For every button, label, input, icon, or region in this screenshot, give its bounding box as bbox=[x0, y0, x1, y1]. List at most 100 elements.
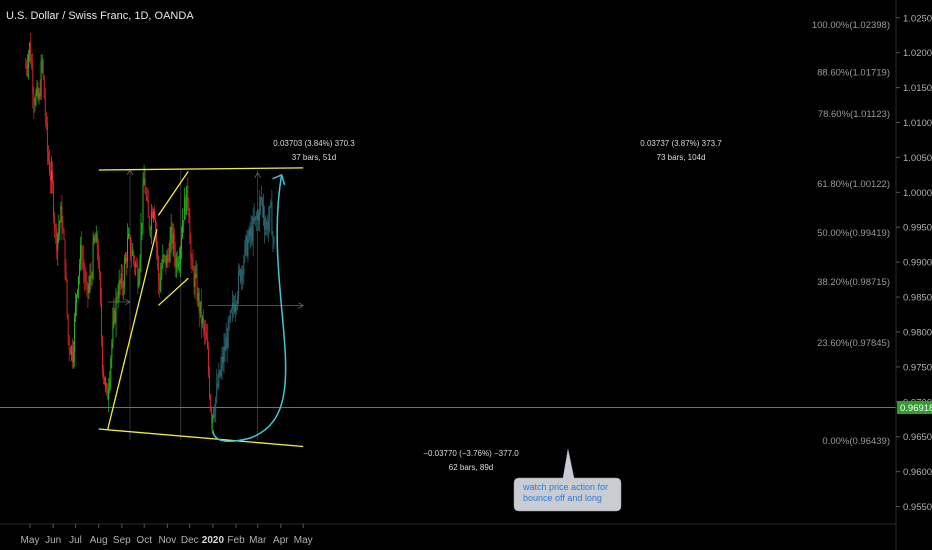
current-price-label: 0.96918 bbox=[900, 403, 932, 414]
candle-body bbox=[115, 296, 117, 323]
time-tick-label: Jul bbox=[69, 535, 82, 546]
candle bbox=[120, 263, 122, 290]
candle bbox=[160, 263, 162, 293]
candle-body bbox=[248, 228, 250, 241]
candle bbox=[177, 255, 179, 271]
candle-body bbox=[185, 197, 187, 215]
projected-candle bbox=[216, 368, 218, 404]
time-axis[interactable]: May Jun Jul Aug Sep Oct Nov Dec 2020 Feb Mar Apr May bbox=[21, 524, 313, 546]
candle bbox=[193, 265, 195, 295]
candle-body bbox=[132, 251, 134, 256]
candle bbox=[149, 225, 151, 239]
candle-body bbox=[27, 67, 29, 69]
candle-body bbox=[225, 337, 227, 351]
projected-candle bbox=[245, 234, 247, 256]
projected-candle bbox=[239, 264, 241, 276]
trendline bbox=[157, 171, 189, 216]
price-tick-label: 1.02000 bbox=[903, 48, 932, 59]
candle-body bbox=[42, 60, 44, 77]
candle-body bbox=[94, 237, 96, 243]
projected-candle bbox=[258, 190, 260, 232]
candle bbox=[159, 272, 161, 298]
candle-body bbox=[158, 258, 160, 283]
candle bbox=[132, 242, 134, 257]
candle bbox=[117, 283, 119, 309]
candle-body bbox=[177, 263, 179, 267]
candle bbox=[146, 187, 148, 202]
candle-body bbox=[251, 227, 253, 242]
candle-body bbox=[192, 259, 194, 271]
candle-body bbox=[213, 408, 215, 417]
candle bbox=[34, 97, 36, 113]
candle-body bbox=[129, 233, 130, 237]
candle-body bbox=[150, 212, 152, 230]
candle-body bbox=[271, 202, 273, 236]
candle-body bbox=[122, 286, 124, 288]
candle-body bbox=[241, 269, 243, 282]
candle-body bbox=[91, 277, 93, 279]
candle bbox=[183, 220, 185, 233]
candle-body bbox=[266, 222, 268, 229]
time-tick-label: Jun bbox=[45, 535, 61, 546]
candle-body bbox=[81, 244, 83, 260]
candle-body bbox=[92, 241, 94, 278]
candle bbox=[171, 221, 173, 250]
projection-arc bbox=[212, 174, 287, 443]
price-axis[interactable]: 1.02500 1.02000 1.01500 1.01000 1.00500 1.000… bbox=[896, 13, 932, 513]
candle bbox=[108, 377, 110, 413]
candle-body bbox=[57, 233, 59, 251]
projected-candle bbox=[217, 373, 219, 389]
candle-body bbox=[223, 346, 225, 363]
candle bbox=[81, 230, 83, 270]
candle bbox=[164, 254, 166, 263]
candle bbox=[37, 81, 39, 102]
candle bbox=[69, 346, 71, 355]
measurement-value-label: 0.03703 (3.84%) 370.3 bbox=[273, 139, 355, 148]
projected-candle bbox=[221, 346, 223, 380]
candle-body bbox=[55, 227, 57, 229]
projected-candle bbox=[263, 193, 265, 227]
callout-line-2: bounce off and long bbox=[523, 493, 602, 503]
candle-body bbox=[190, 243, 192, 259]
candle bbox=[175, 252, 177, 278]
candle-body bbox=[197, 292, 199, 302]
candle bbox=[208, 341, 210, 379]
candle-body bbox=[175, 257, 177, 269]
projected-candle bbox=[243, 254, 245, 285]
candle-body bbox=[200, 301, 202, 324]
fib-level-label: 50.00%(0.99419) bbox=[817, 228, 890, 239]
fib-level-label: 61.80%(1.00122) bbox=[817, 179, 890, 190]
candle bbox=[126, 223, 128, 269]
candle bbox=[71, 338, 73, 369]
candle-body bbox=[80, 244, 82, 265]
candle bbox=[102, 335, 103, 379]
candle bbox=[86, 271, 88, 297]
projected-candle bbox=[273, 236, 275, 249]
projected-candle bbox=[257, 209, 259, 231]
candle bbox=[194, 265, 196, 299]
candle-body bbox=[160, 276, 162, 292]
candle-body bbox=[176, 257, 178, 267]
projected-candle bbox=[225, 322, 227, 351]
candle-body bbox=[231, 302, 233, 310]
candle bbox=[70, 344, 72, 362]
candle-body bbox=[106, 383, 108, 390]
candle-body bbox=[246, 235, 248, 256]
candle-body bbox=[240, 270, 242, 282]
candle bbox=[131, 240, 133, 268]
candle-body bbox=[25, 66, 26, 68]
candle bbox=[91, 271, 93, 286]
candle-body bbox=[208, 348, 210, 373]
candle-body bbox=[159, 282, 161, 292]
projected-candle bbox=[226, 327, 228, 363]
candle-body bbox=[61, 205, 63, 230]
candle-body bbox=[47, 151, 49, 161]
candle-body bbox=[264, 217, 266, 230]
candle bbox=[138, 268, 140, 289]
candle bbox=[161, 259, 163, 280]
candle-body bbox=[202, 317, 204, 325]
candle-body bbox=[268, 220, 270, 231]
candle bbox=[52, 160, 54, 194]
